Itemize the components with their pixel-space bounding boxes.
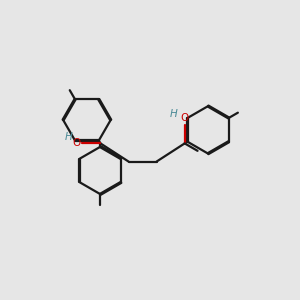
Text: O: O [181,112,189,123]
Text: H: H [169,109,177,119]
Text: H: H [64,132,72,142]
Text: O: O [72,138,81,148]
